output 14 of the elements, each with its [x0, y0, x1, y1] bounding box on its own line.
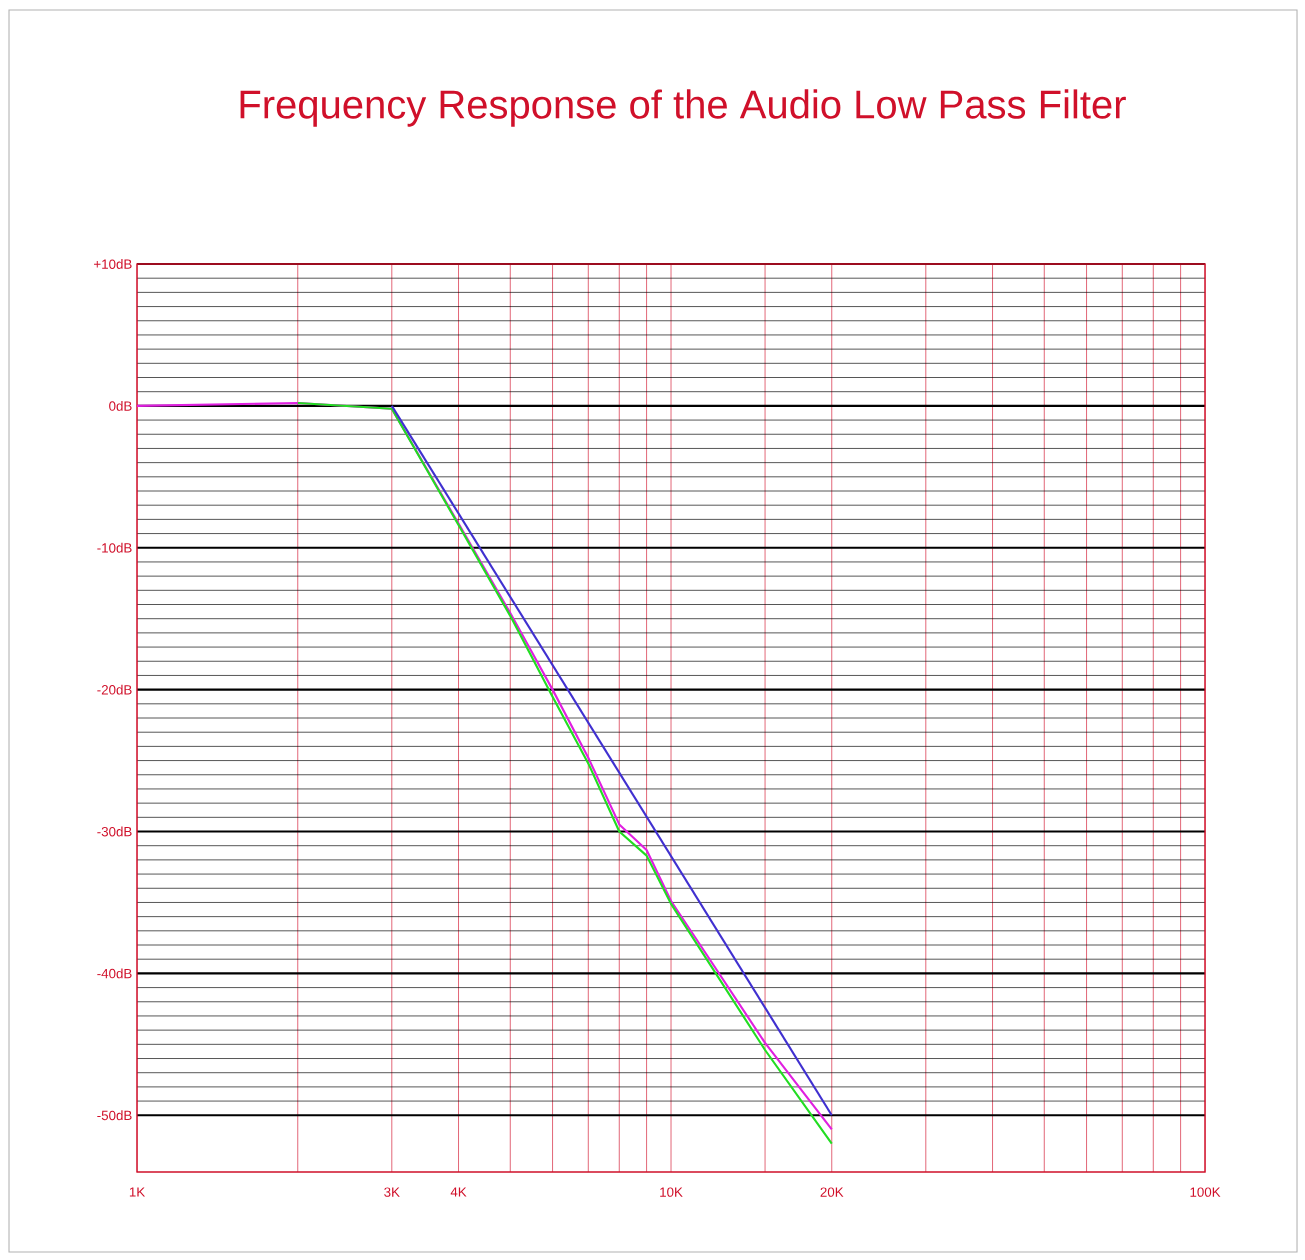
y-tick-label: 0dB: [109, 400, 132, 411]
x-tick-label: 4K: [450, 1187, 467, 1197]
x-tick-label: 20K: [820, 1187, 844, 1197]
x-tick-label: 10K: [660, 1187, 683, 1197]
y-tick-label: +10dB: [94, 259, 132, 269]
x-tick-label: 3K: [384, 1187, 400, 1197]
y-tick-label: -50dB: [97, 1110, 132, 1121]
x-tick-label: 1K: [129, 1187, 146, 1197]
y-tick-label: -10dB: [97, 542, 132, 553]
y-tick-label: -30dB: [97, 826, 132, 837]
y-tick-label: -40dB: [97, 968, 132, 979]
x-tick-label: 100K: [1190, 1187, 1221, 1197]
chart-title: Frequency Response of the Audio Low Pass Filter: [240, 89, 1126, 127]
y-tick-label: -20dB: [97, 684, 132, 695]
